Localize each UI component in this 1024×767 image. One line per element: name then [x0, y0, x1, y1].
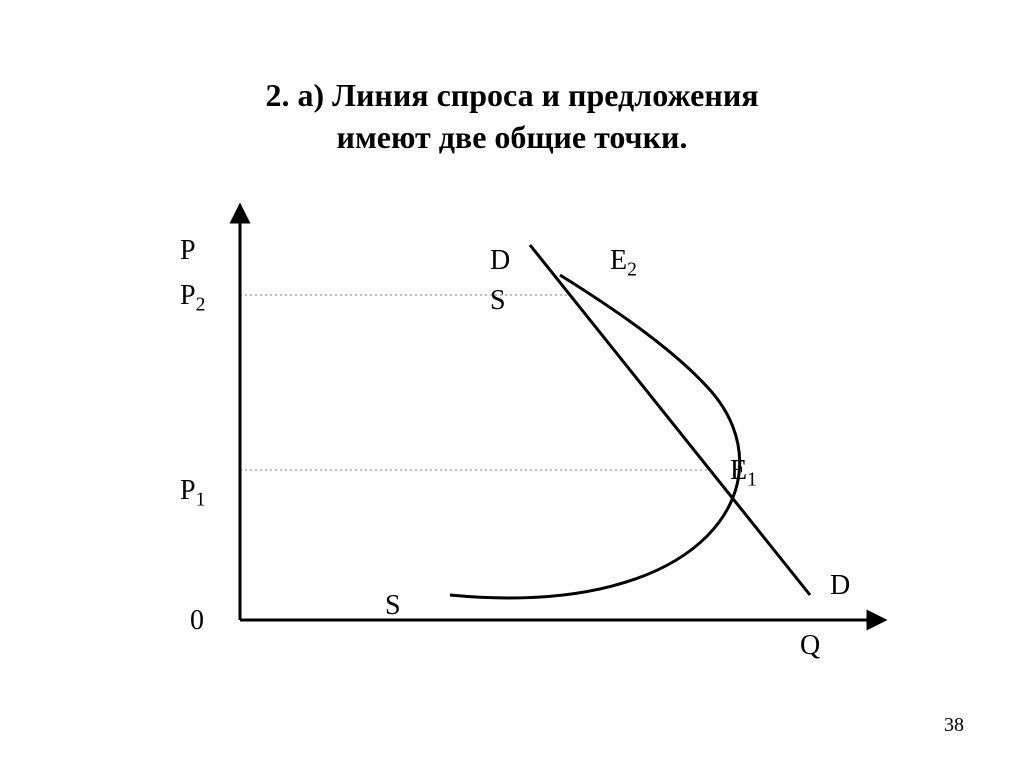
- e1-label: E1: [730, 455, 757, 492]
- supply-label-bottom: S: [385, 590, 401, 622]
- title-line-1: 2. а) Линия спроса и предложения: [265, 77, 758, 113]
- y-axis-label: P: [180, 235, 196, 267]
- supply-label-top: S: [490, 285, 506, 317]
- p1-label: P1: [180, 475, 205, 512]
- page-number: 38: [944, 714, 964, 737]
- demand-label-bottom: D: [830, 570, 850, 602]
- e2-label: E2: [610, 245, 637, 282]
- x-axis-label: Q: [800, 630, 820, 662]
- slide-container: 2. а) Линия спроса и предложения имеют д…: [0, 0, 1024, 767]
- diagram-svg: [150, 200, 890, 680]
- origin-label: 0: [190, 605, 204, 637]
- p2-label: P2: [180, 280, 205, 317]
- supply-demand-diagram: P P2 P1 0 Q D S S D E2 E1: [150, 200, 890, 680]
- title-line-2: имеют две общие точки.: [337, 119, 688, 155]
- demand-label-top: D: [490, 245, 510, 277]
- slide-title: 2. а) Линия спроса и предложения имеют д…: [0, 75, 1024, 158]
